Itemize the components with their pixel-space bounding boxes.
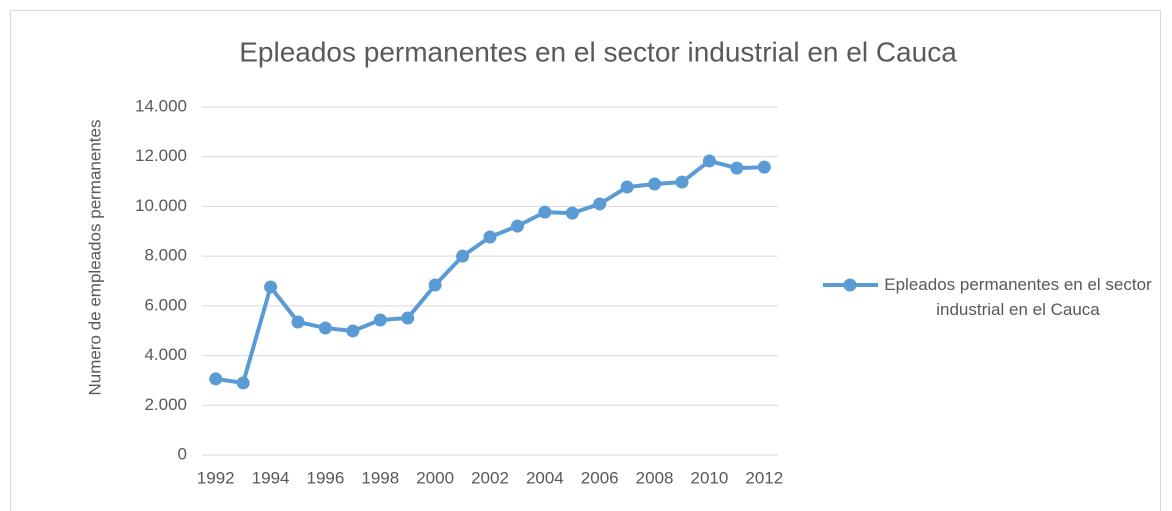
chart-frame [10, 10, 1161, 511]
data-point [428, 278, 442, 292]
data-point [757, 160, 771, 174]
data-point [401, 311, 415, 325]
series-line [215, 158, 765, 385]
data-point [565, 206, 579, 220]
data-point [318, 321, 332, 335]
data-point [593, 197, 607, 211]
chart-title: Epleados permanentes en el sector indust… [239, 36, 957, 67]
data-point [236, 376, 250, 390]
data-point [648, 177, 662, 191]
y-tick-label: 10.000 [135, 196, 187, 215]
data-point [291, 315, 305, 329]
y-tick-label: 4.000 [144, 345, 187, 364]
data-point [209, 372, 223, 386]
x-tick-label: 2010 [691, 468, 729, 487]
y-tick-label: 6.000 [144, 295, 187, 314]
y-tick-label: 14.000 [135, 96, 187, 115]
data-point [675, 175, 689, 189]
x-tick-label: 2004 [526, 468, 564, 487]
data-point [373, 313, 387, 327]
x-tick-label: 1994 [252, 468, 290, 487]
data-point [620, 180, 634, 194]
x-tick-label: 2008 [636, 468, 674, 487]
x-tick-label: 1992 [197, 468, 235, 487]
x-tick-label: 1996 [307, 468, 345, 487]
y-tick-label: 0 [178, 444, 187, 463]
x-tick-label: 2002 [471, 468, 509, 487]
data-point [346, 324, 360, 338]
data-point [730, 161, 744, 175]
data-point [538, 205, 552, 219]
y-tick-label: 12.000 [135, 146, 187, 165]
y-tick-label: 2.000 [144, 395, 187, 414]
legend-label: Epleados permanentes en el sector indust… [884, 275, 1152, 319]
x-tick-label: 1998 [361, 468, 399, 487]
data-point [483, 230, 497, 244]
x-tick-label: 2006 [581, 468, 619, 487]
x-tick-label: 2012 [745, 468, 783, 487]
legend-marker [843, 278, 857, 292]
data-point [510, 219, 524, 233]
y-axis-label: Numero de empleados permanentes [85, 119, 105, 396]
x-tick-label: 2000 [416, 468, 454, 487]
y-tick-label: 8.000 [144, 246, 187, 265]
data-point [702, 154, 716, 168]
data-point [456, 249, 470, 263]
data-point [264, 280, 278, 294]
